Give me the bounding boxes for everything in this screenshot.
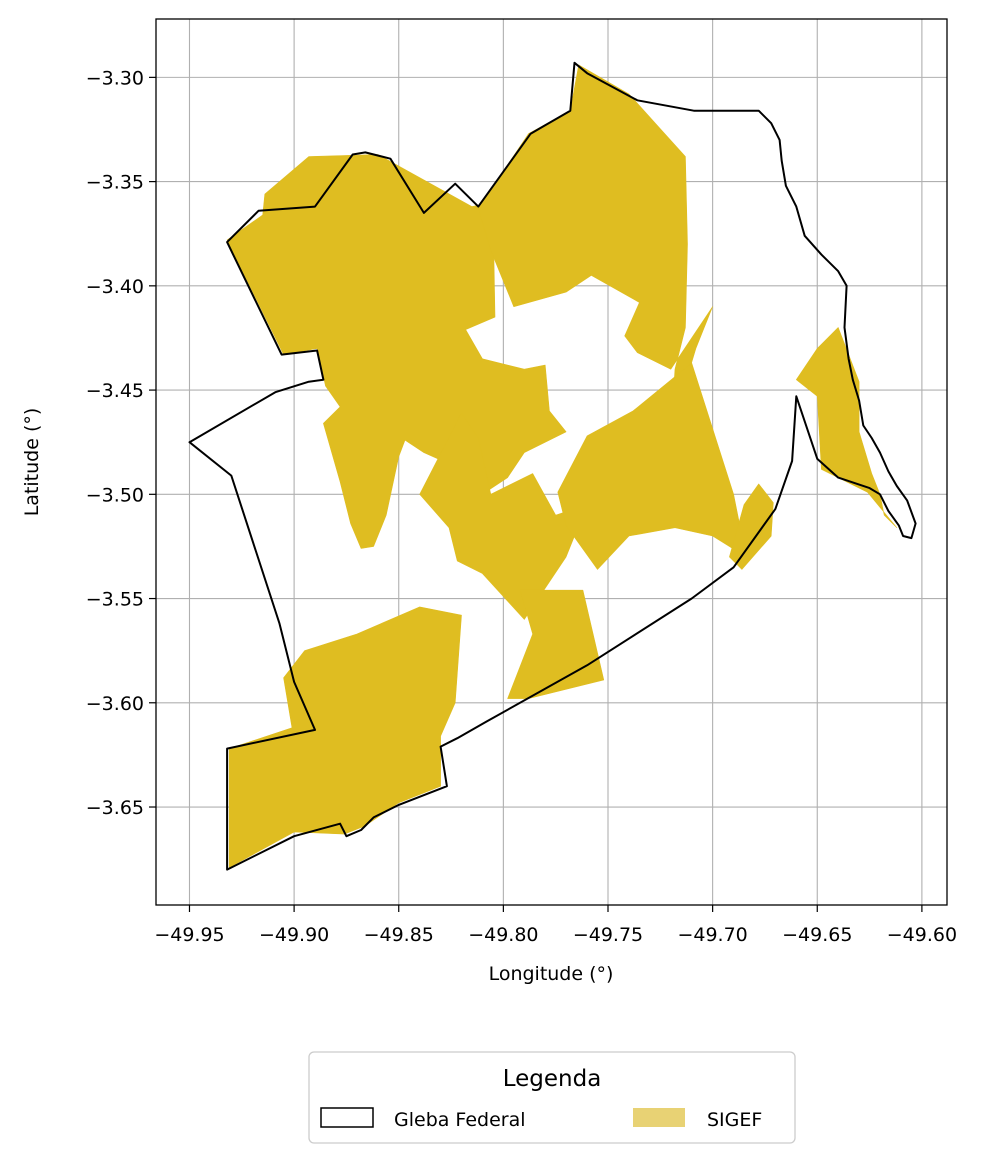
legend-title: Legenda: [503, 1066, 602, 1092]
legend-swatch-gleba: [320, 1107, 374, 1128]
sigef-parcel: [557, 362, 747, 570]
legend-label-sigef: SIGEF: [707, 1109, 762, 1131]
legend-swatch-sigef: [633, 1108, 685, 1127]
sigef-parcels: [226, 64, 898, 868]
x-tick-label: −49.85: [364, 924, 434, 946]
x-tick-label: −49.65: [782, 924, 852, 946]
sigef-parcel: [226, 154, 567, 549]
y-tick-label: −3.30: [86, 67, 144, 89]
plot-frame: [155, 18, 948, 906]
sigef-parcel: [477, 64, 713, 433]
y-axis-label: Latitude (°): [21, 408, 43, 517]
y-tick-label: −3.55: [86, 589, 144, 611]
y-tick-label: −3.65: [86, 797, 144, 819]
y-tick-label: −3.40: [86, 276, 144, 298]
gleba-federal-boundary: [188, 61, 917, 871]
x-axis-ticks: −49.95 −49.90 −49.85 −49.80 −49.75 −49.70 −49.…: [154, 905, 957, 946]
x-tick-label: −49.80: [468, 924, 538, 946]
x-tick-label: −49.95: [154, 924, 224, 946]
legend-label-gleba: Gleba Federal: [394, 1109, 526, 1131]
legend: Legenda Gleba Federal SIGEF: [308, 1051, 796, 1144]
x-tick-label: −49.90: [259, 924, 329, 946]
y-tick-label: −3.50: [86, 484, 144, 506]
gleba-federal-outline: [188, 61, 917, 871]
sigef-parcel: [228, 606, 462, 868]
sigef-parcel: [729, 483, 774, 570]
y-tick-label: −3.35: [86, 172, 144, 194]
x-tick-label: −49.70: [677, 924, 747, 946]
x-tick-label: −49.75: [573, 924, 643, 946]
x-tick-label: −49.60: [887, 924, 957, 946]
y-tick-label: −3.45: [86, 380, 144, 402]
x-axis-label: Longitude (°): [489, 963, 614, 985]
y-axis-ticks: −3.30 −3.35 −3.40 −3.45 −3.50 −3.55 −3.60 −3.65: [86, 67, 156, 819]
y-tick-label: −3.60: [86, 693, 144, 715]
sigef-parcel: [795, 327, 898, 529]
